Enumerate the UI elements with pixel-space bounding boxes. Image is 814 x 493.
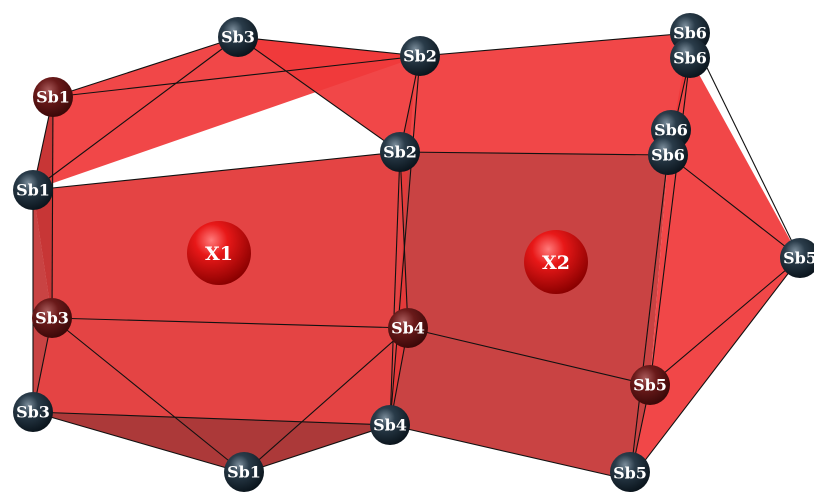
face xyxy=(650,155,800,385)
atom-label: Sb4 xyxy=(373,416,407,435)
face xyxy=(390,328,650,480)
edge xyxy=(243,327,409,474)
atom-label: Sb5 xyxy=(613,464,647,483)
atom-sphere xyxy=(400,36,440,76)
atom-sb6-d: Sb6 xyxy=(648,135,688,175)
atom-sb3-low: Sb3 xyxy=(13,392,53,432)
atom-sb5-bottom: Sb5 xyxy=(610,452,650,492)
atom-label: Sb6 xyxy=(673,49,707,68)
edge xyxy=(52,36,239,98)
atom-sphere xyxy=(13,170,53,210)
center-label: X2 xyxy=(542,252,570,274)
center-atom-x2: X2 xyxy=(524,230,588,294)
atom-sb5-right: Sb5 xyxy=(780,238,814,278)
atom-sb3-top: Sb3 xyxy=(218,17,258,57)
edge xyxy=(51,317,245,474)
face xyxy=(238,37,420,152)
atom-sb2-top: Sb2 xyxy=(400,36,440,76)
atom-sphere xyxy=(648,135,688,175)
face xyxy=(400,33,690,155)
atom-sphere xyxy=(33,77,73,117)
atom-label: Sb6 xyxy=(654,121,688,140)
center-sphere xyxy=(524,230,588,294)
edge xyxy=(389,55,421,426)
atom-sphere xyxy=(670,38,710,78)
atom-sb2-mid: Sb2 xyxy=(380,132,420,172)
atom-sphere xyxy=(380,132,420,172)
face xyxy=(668,33,800,258)
face xyxy=(33,412,390,473)
edge xyxy=(32,36,239,191)
atom-label: Sb3 xyxy=(221,28,255,47)
edge xyxy=(389,151,401,426)
atom-label: Sb1 xyxy=(16,181,50,200)
atom-label: Sb2 xyxy=(403,47,437,66)
atom-label: Sb3 xyxy=(16,403,50,422)
atom-sphere xyxy=(630,365,670,405)
edge xyxy=(689,32,801,259)
edge xyxy=(32,151,401,191)
atom-sb1-upper: Sb1 xyxy=(33,77,73,117)
edge xyxy=(51,317,409,329)
edge xyxy=(32,411,245,474)
atom-sphere xyxy=(224,452,264,492)
atom-sb3-mid: Sb3 xyxy=(32,298,72,338)
center-label: X1 xyxy=(205,243,233,265)
polyhedron-x2 xyxy=(390,33,800,480)
edge xyxy=(667,154,801,259)
atom-sphere xyxy=(32,298,72,338)
edge xyxy=(399,151,409,329)
edge xyxy=(629,154,669,481)
atom-label: Sb3 xyxy=(35,309,69,328)
edge xyxy=(389,424,631,481)
atom-sb4-mid: Sb4 xyxy=(388,308,428,348)
atom-sphere xyxy=(780,238,814,278)
edge xyxy=(649,57,691,386)
atom-sphere xyxy=(610,452,650,492)
atom-sphere xyxy=(218,17,258,57)
edge xyxy=(52,55,421,98)
center-atom-x1: X1 xyxy=(187,221,251,285)
atom-label: Sb2 xyxy=(383,143,417,162)
atom-sb6-b: Sb6 xyxy=(670,38,710,78)
center-sphere xyxy=(187,221,251,285)
edge xyxy=(32,411,391,426)
atom-label: Sb5 xyxy=(633,376,667,395)
face xyxy=(33,318,408,425)
edge xyxy=(629,257,801,481)
edge xyxy=(237,36,421,57)
bond-edges xyxy=(32,32,801,481)
edge xyxy=(649,257,801,386)
atom-sb1-mid: Sb1 xyxy=(13,170,53,210)
edge xyxy=(237,36,401,153)
atom-sb1-bottom: Sb1 xyxy=(224,452,264,492)
edge xyxy=(407,327,651,386)
edge xyxy=(51,96,54,319)
edge xyxy=(419,32,691,57)
atom-sb5-mid: Sb5 xyxy=(630,365,670,405)
edge xyxy=(243,424,391,474)
atom-label: Sb1 xyxy=(36,88,70,107)
atom-label: Sb6 xyxy=(651,146,685,165)
atom-sphere xyxy=(388,308,428,348)
atom-label: Sb4 xyxy=(391,319,425,338)
atom-label: Sb1 xyxy=(227,463,261,482)
polyhedron-x1 xyxy=(33,37,420,473)
atom-sphere xyxy=(13,392,53,432)
atom-label: Sb6 xyxy=(673,24,707,43)
atom-sb4-low: Sb4 xyxy=(370,405,410,445)
atom-label: Sb5 xyxy=(783,249,814,268)
edge xyxy=(399,151,669,156)
atom-sphere xyxy=(370,405,410,445)
